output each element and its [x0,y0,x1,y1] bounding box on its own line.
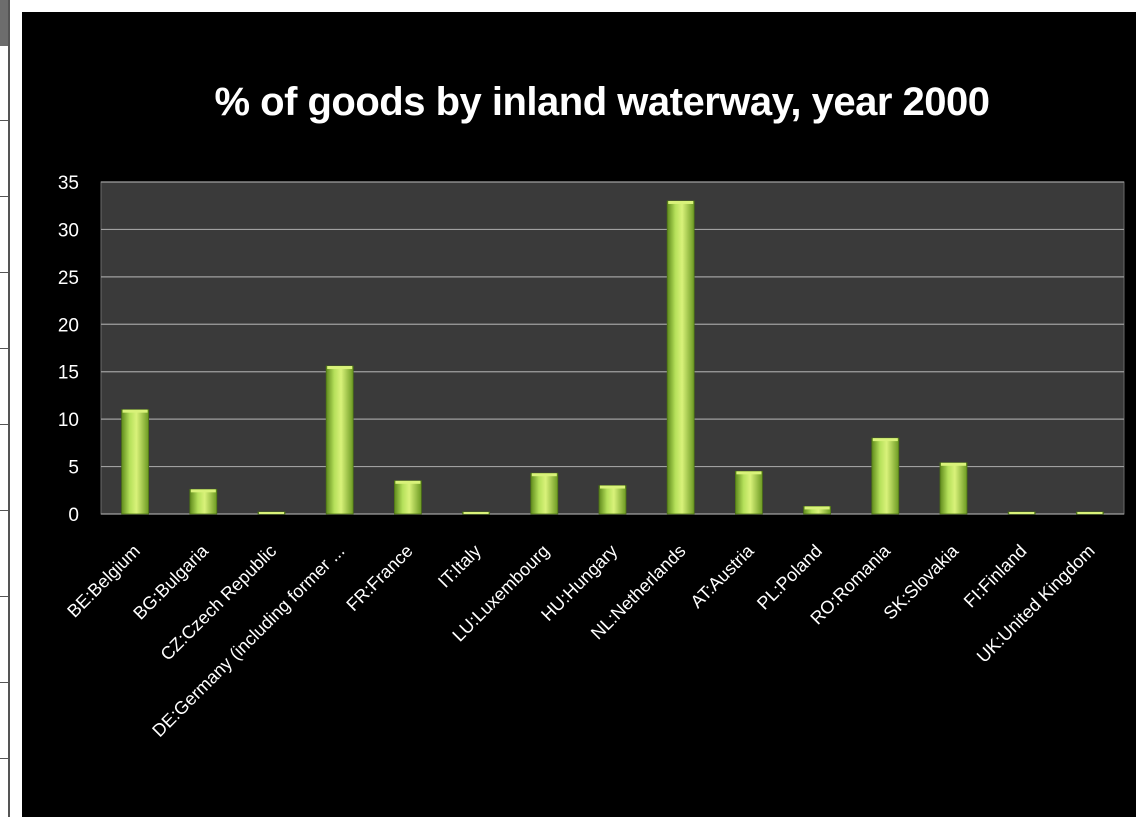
y-tick-label: 10 [58,410,79,431]
spreadsheet-edge [0,0,10,817]
y-tick-label: 30 [58,220,79,241]
bar-cap [463,512,489,514]
plot-area [100,181,1125,515]
x-tick-label: CZ:Czech Republic [157,541,281,665]
bar [325,365,354,515]
bar-cap [259,512,284,514]
row-gridline [0,424,8,425]
bar [939,462,968,515]
y-tick-label: 5 [68,458,79,479]
chart-title: % of goods by inland waterway, year 2000 [214,80,990,124]
y-tick-label: 35 [58,173,79,194]
bar-cap [1077,512,1103,514]
y-tick-label: 15 [58,363,79,384]
x-tick-label: SK:Slovakia [880,540,963,623]
y-tick-label: 25 [58,268,79,289]
chart-panel[interactable]: % of goods by inland waterway, year 2000… [22,12,1136,817]
row-gridline [0,758,8,759]
bar-cap [872,438,898,442]
spreadsheet-corner [0,0,8,46]
bar [598,485,627,515]
x-tick-label: FR:France [342,541,416,615]
bar [121,409,149,515]
row-gridline [0,682,8,683]
x-tick-label: PL:Poland [753,541,826,614]
bar-cap [190,489,216,493]
row-gridline [0,120,8,121]
row-gridline [0,196,8,197]
bar [530,472,559,515]
bar-cap [600,485,625,489]
y-tick-label: 0 [68,505,79,526]
x-tick-label: UK:United Kingdom [973,541,1099,667]
bar-cap [736,471,762,475]
row-gridline [0,348,8,349]
bar-cap [668,200,694,204]
bar-cap [804,506,830,510]
row-gridline [0,510,8,511]
bar-cap [395,480,421,484]
x-tick-label: IT:Italy [434,541,485,592]
x-tick-label: AT:Austria [687,540,759,612]
bar-cap [1009,512,1035,514]
bar [735,470,763,515]
bar [666,200,695,515]
bar-cap [531,473,557,477]
bar-chart: 05101520253035BE:BelgiumBG:BulgariaCZ:Cz… [58,173,1125,741]
x-tick-label: FI:Finland [960,541,1031,612]
bar-cap [122,409,148,413]
row-gridline [0,272,8,273]
y-tick-label: 20 [58,315,79,336]
row-gridline [0,596,8,597]
bar [871,437,900,515]
bar-cap [327,366,353,370]
bar-cap [941,462,966,466]
bar [393,480,422,515]
bar [189,488,218,515]
